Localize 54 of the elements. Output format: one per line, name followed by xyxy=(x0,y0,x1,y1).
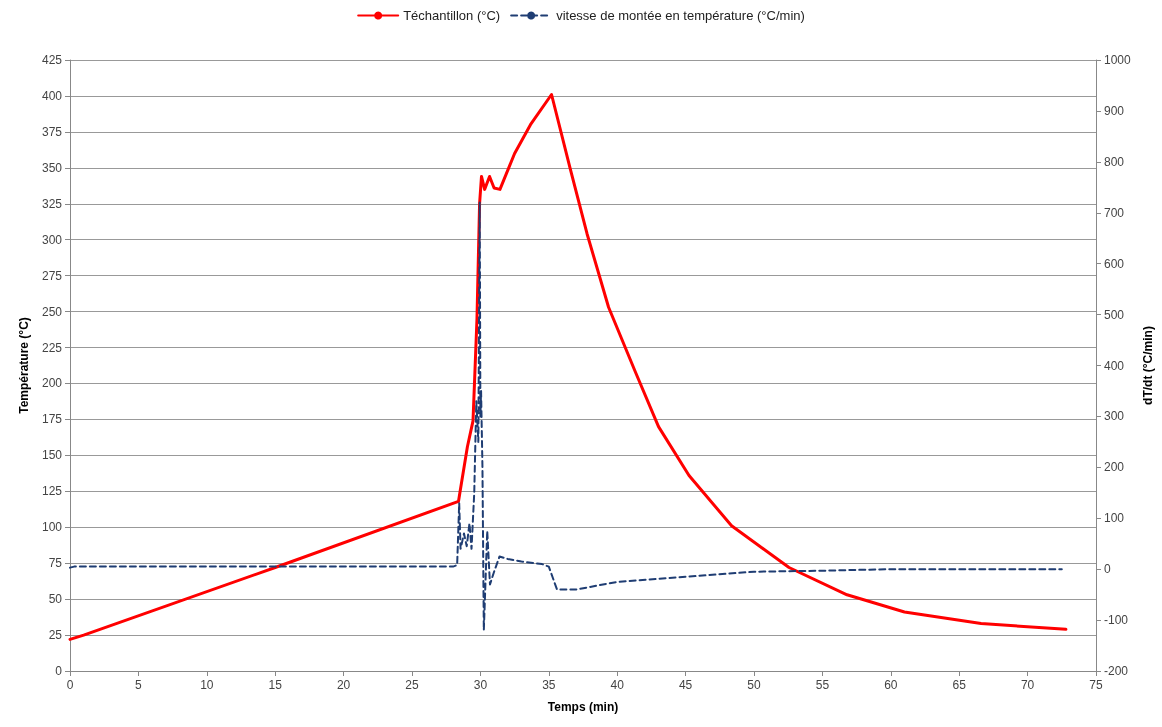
y-tick-label: 0 xyxy=(55,664,63,678)
y-tick-label: 425 xyxy=(41,53,63,67)
y-axis-title: Température (°C) xyxy=(17,317,31,414)
y-tick-label: 150 xyxy=(41,448,63,463)
y2-tick-label: 700 xyxy=(1104,205,1125,220)
x-tick-label: 55 xyxy=(815,678,830,692)
y-tick-label: 200 xyxy=(41,376,63,391)
x-tick-label: 5 xyxy=(135,678,143,692)
x-tick-label: 70 xyxy=(1020,678,1035,692)
x-tick-label: 60 xyxy=(884,678,898,692)
line-series xyxy=(69,201,1063,632)
y-tick-label: 25 xyxy=(48,628,63,643)
line-series xyxy=(68,93,1068,641)
y2-tick-label: 200 xyxy=(1104,460,1125,475)
y-tick-label: 250 xyxy=(41,304,63,319)
y2-tick-label: 1000 xyxy=(1104,53,1132,67)
y-tick-label: 100 xyxy=(41,520,63,535)
x-tick-label: 35 xyxy=(542,678,556,692)
y2-tick-label: 900 xyxy=(1104,103,1125,118)
y-tick-label: 275 xyxy=(41,268,63,283)
y2-tick-label: 400 xyxy=(1104,358,1125,373)
y2-tick-label: -100 xyxy=(1104,613,1129,628)
legend-label: vitesse de montée en température (°C/min) xyxy=(556,8,805,23)
y-tick-label: 125 xyxy=(41,484,63,499)
legend-label: Téchantillon (°C) xyxy=(403,8,501,23)
y2-tick-label: 100 xyxy=(1104,511,1125,526)
x-axis-title: Temps (min) xyxy=(547,700,619,714)
x-tick-label: 0 xyxy=(66,678,74,692)
y-tick-label: 325 xyxy=(41,196,63,211)
y2-tick-label: 800 xyxy=(1104,154,1125,169)
y-tick-label: 225 xyxy=(41,340,63,355)
y2-tick-label: 500 xyxy=(1104,307,1125,322)
y-tick-label: 400 xyxy=(41,88,63,103)
x-tick-label: 20 xyxy=(336,678,351,692)
y2-tick-label: 0 xyxy=(1104,562,1111,577)
x-tick-label: 30 xyxy=(473,678,488,692)
y-tick-label: 175 xyxy=(41,412,63,427)
x-tick-label: 65 xyxy=(952,678,967,692)
y2-tick-label: 300 xyxy=(1104,409,1125,424)
x-tick-label: 10 xyxy=(200,678,214,692)
x-tick-label: 15 xyxy=(268,678,283,692)
x-tick-label: 25 xyxy=(405,678,419,692)
x-tick-label: 45 xyxy=(678,678,693,692)
x-tick-label: 40 xyxy=(610,678,625,692)
y-tick-label: 300 xyxy=(41,232,63,247)
x-tick-label: 50 xyxy=(747,678,761,692)
y2-tick-label: -200 xyxy=(1104,664,1129,678)
y-tick-label: 350 xyxy=(41,160,63,175)
y2-tick-label: 600 xyxy=(1104,256,1125,271)
y2-axis-title: dT/dt (°C/min) xyxy=(1140,326,1155,405)
y-tick-label: 75 xyxy=(48,556,63,571)
y-tick-label: 50 xyxy=(48,592,63,607)
y-tick-label: 375 xyxy=(41,124,63,139)
x-tick-label: 75 xyxy=(1089,678,1103,692)
